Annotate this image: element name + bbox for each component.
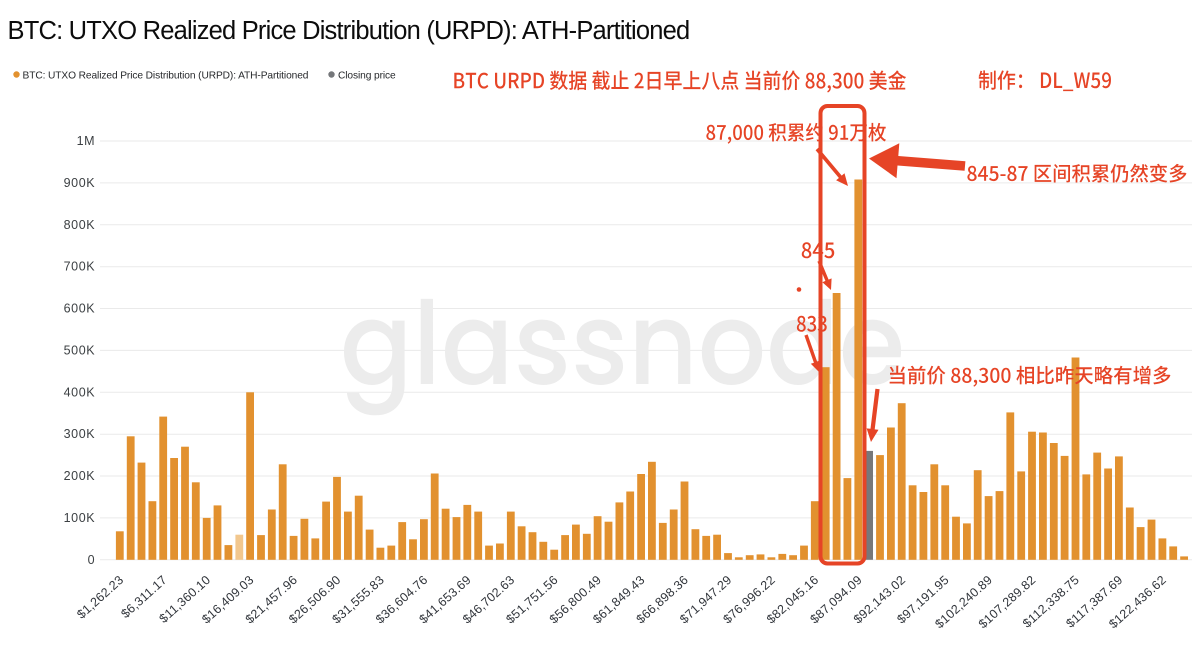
svg-text:300K: 300K xyxy=(64,427,96,441)
svg-text:700K: 700K xyxy=(64,260,96,274)
svg-text:400K: 400K xyxy=(64,385,96,399)
svg-text:900K: 900K xyxy=(64,176,96,190)
svg-text:BTC: UTXO Realized Price Distr: BTC: UTXO Realized Price Distribution (U… xyxy=(23,71,309,82)
svg-text:BTC: UTXO Realized Price Distr: BTC: UTXO Realized Price Distribution (U… xyxy=(8,17,690,45)
svg-text:600K: 600K xyxy=(64,302,96,316)
svg-text:0: 0 xyxy=(88,553,96,567)
svg-text:1M: 1M xyxy=(77,134,96,148)
svg-text:200K: 200K xyxy=(64,469,96,483)
svg-text:Closing price: Closing price xyxy=(338,71,396,82)
svg-text:500K: 500K xyxy=(64,343,96,357)
svg-text:100K: 100K xyxy=(64,511,96,525)
svg-text:$1,262.23: $1,262.23 xyxy=(74,573,126,622)
svg-text:800K: 800K xyxy=(64,218,96,232)
